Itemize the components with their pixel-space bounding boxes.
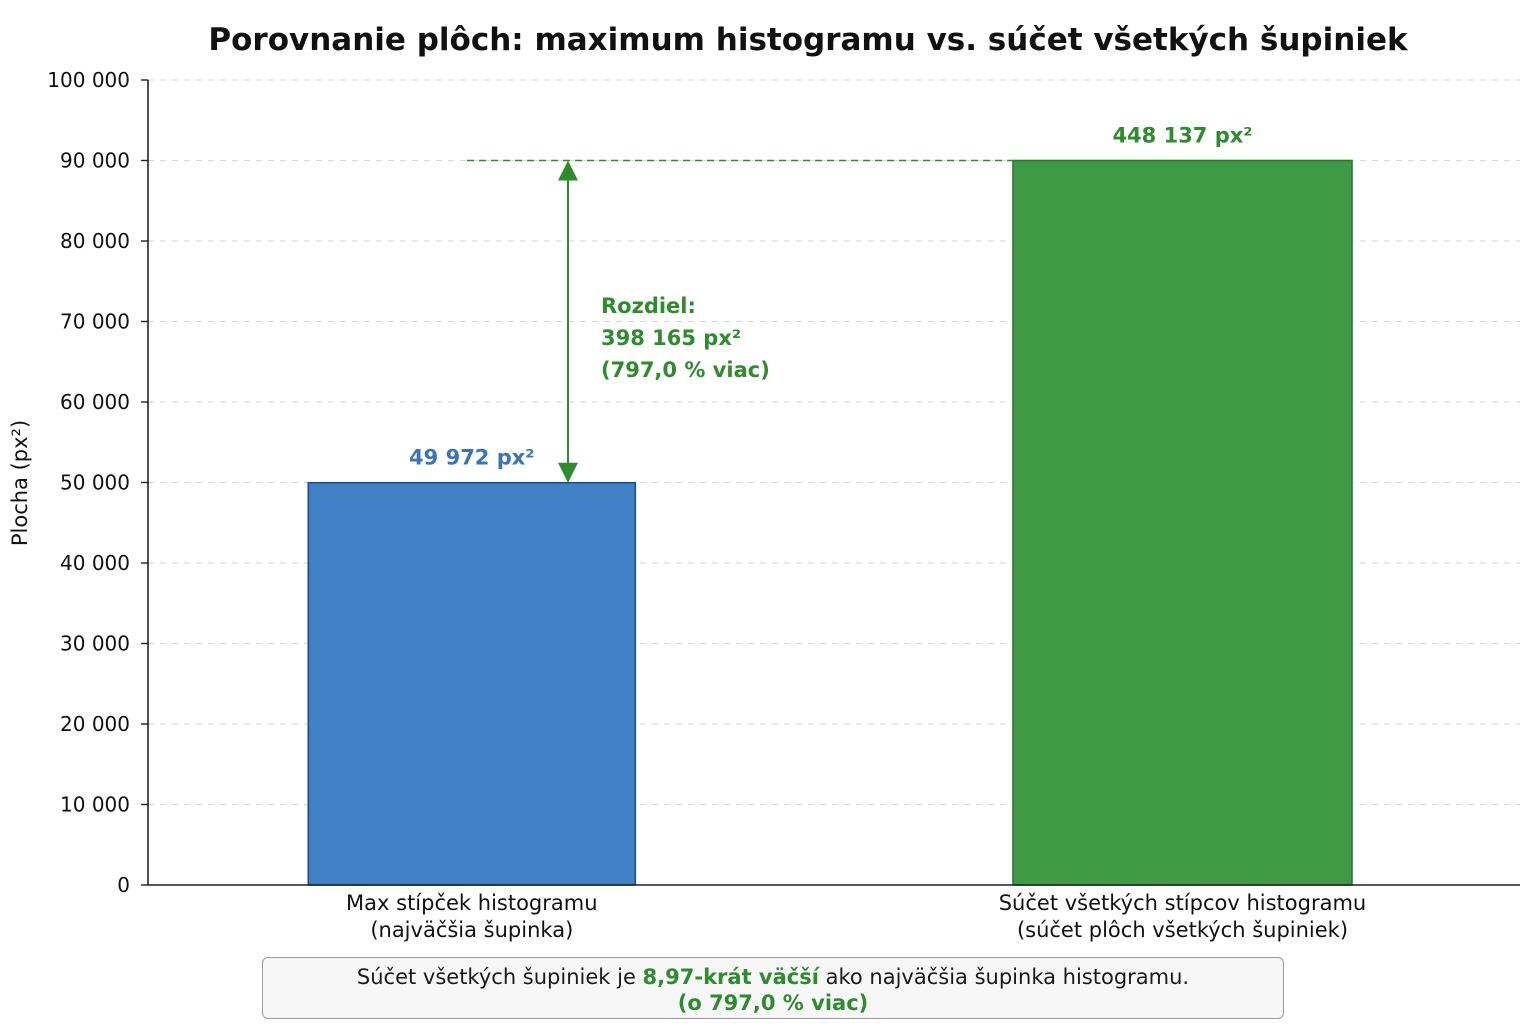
y-tick-label: 0 — [117, 873, 130, 897]
x-tick-label: Max stípček histogramu — [346, 891, 598, 915]
arrow-head-up — [558, 160, 578, 181]
bar-value-label: 448 137 px² — [1112, 124, 1252, 148]
difference-label: Rozdiel: — [601, 294, 696, 318]
y-tick-label: 10 000 — [60, 793, 130, 817]
summary-box: Súčet všetkých šupiniek je 8,97-krát väč… — [262, 957, 1284, 1019]
bars: 49 972 px² 448 137 px² — [307, 124, 1353, 886]
chart-title: Porovnanie plôch: maximum histogramu vs.… — [208, 22, 1409, 58]
y-tick-label: 40 000 — [60, 551, 130, 575]
y-tick-label: 100 000 — [47, 68, 130, 92]
summary-line-1: Súčet všetkých šupiniek je 8,97-krát väč… — [263, 964, 1283, 990]
y-tick-label: 60 000 — [60, 390, 130, 414]
y-tick-label: 20 000 — [60, 712, 130, 736]
difference-label: (797,0 % viac) — [601, 358, 770, 382]
y-tick-label: 50 000 — [60, 471, 130, 495]
y-tick-label: 70 000 — [60, 310, 130, 334]
difference-label: 398 165 px² — [601, 326, 741, 350]
x-axis-labels: Max stípček histogramu (najväčšia šupinka… — [346, 891, 1366, 942]
bar-2 — [1012, 159, 1353, 886]
y-axis-ticks: 0 10 000 20 000 30 000 40 000 50 000 60 000 70 … — [47, 68, 148, 897]
summary-highlight: 8,97-krát väčší — [642, 965, 819, 989]
x-tick-label: (najväčšia šupinka) — [370, 918, 573, 942]
difference-annotation: Rozdiel: 398 165 px² (797,0 % viac) — [467, 159, 1013, 483]
arrow-head-down — [558, 462, 578, 483]
x-tick-label: Súčet všetkých stípcov histogramu — [999, 891, 1367, 915]
summary-line-2: (o 797,0 % viac) — [677, 991, 869, 1015]
bar-value-label: 49 972 px² — [409, 446, 534, 470]
summary-prefix: Súčet všetkých šupiniek je — [356, 965, 643, 989]
y-axis-label: Plocha (px²) — [8, 420, 32, 546]
summary-suffix: ako najväčšia šupinka histogramu. — [818, 965, 1190, 989]
y-tick-label: 80 000 — [60, 229, 130, 253]
y-tick-label: 30 000 — [60, 632, 130, 656]
bar-1 — [307, 481, 637, 886]
y-tick-label: 90 000 — [60, 149, 130, 173]
x-tick-label: (súčet plôch všetkých šupiniek) — [1017, 918, 1348, 942]
